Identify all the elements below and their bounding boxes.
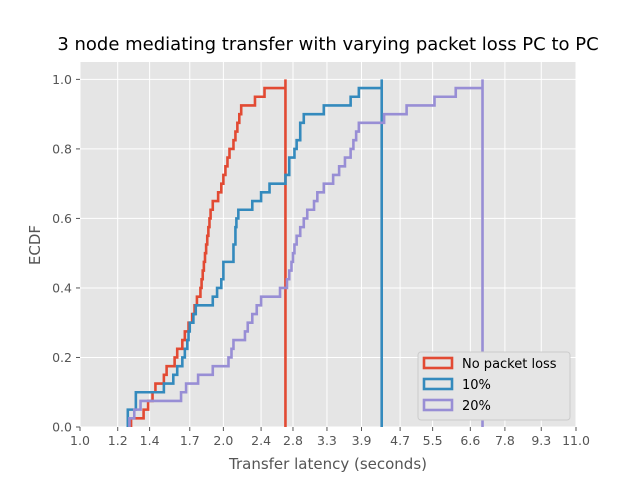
legend-swatch-2 [422, 398, 454, 412]
series-line-0 [129, 79, 287, 427]
series-layer [126, 79, 484, 427]
x-tick-label: 11.0 [562, 433, 590, 448]
x-tick-label: 2.8 [283, 433, 303, 448]
x-tick-label: 3.9 [352, 433, 372, 448]
x-axis-label: Transfer latency (seconds) [228, 455, 427, 473]
x-axis-ticks: 1.0 1.2 1.4 1.7 2.0 2.4 2.8 3.3 3.9 4.7 5.5 6.6 7.8 9… [70, 427, 590, 448]
legend-box [417, 351, 571, 421]
x-tick-label: 1.4 [140, 433, 160, 448]
x-tick-label: 7.8 [495, 433, 515, 448]
x-tick-label: 9.3 [531, 433, 551, 448]
x-tick-label: 1.7 [180, 433, 200, 448]
y-axis-label: ECDF [26, 225, 44, 265]
x-tick-label: 6.6 [460, 433, 480, 448]
x-tick-label: 4.7 [390, 433, 410, 448]
x-tick-label: 1.0 [70, 433, 90, 448]
y-axis-ticks: 0.0 0.2 0.4 0.6 0.8 1.0 [52, 72, 80, 435]
series-line-2 [128, 79, 484, 427]
y-tick-label: 0.8 [52, 141, 72, 156]
legend-label-1: 10% [462, 378, 491, 393]
legend-label-2: 20% [462, 399, 491, 414]
legend-swatch-0 [422, 356, 454, 370]
x-tick-label: 3.3 [317, 433, 337, 448]
x-tick-label: 5.5 [423, 433, 443, 448]
legend-swatch-1 [422, 377, 454, 391]
x-tick-label: 2.4 [251, 433, 271, 448]
y-tick-label: 0.6 [52, 211, 72, 226]
y-tick-label: 0.0 [52, 420, 72, 435]
y-tick-label: 1.0 [52, 72, 72, 87]
y-tick-label: 0.4 [52, 280, 72, 295]
legend: No packet loss 10% 20% [417, 351, 571, 421]
series-line-1 [126, 79, 384, 427]
y-tick-label: 0.2 [52, 350, 72, 365]
x-tick-label: 1.2 [108, 433, 128, 448]
x-tick-label: 2.0 [213, 433, 233, 448]
legend-label-0: No packet loss [462, 357, 557, 372]
chart-title: 3 node mediating transfer with varying p… [57, 34, 598, 55]
